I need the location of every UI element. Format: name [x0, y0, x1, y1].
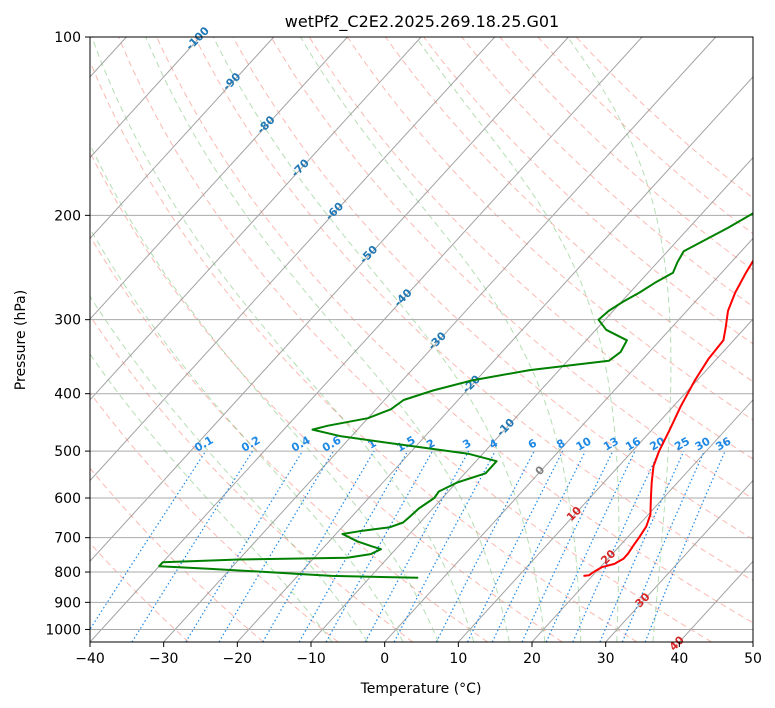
axes: −40 −30 −20 −10 0 10 20 30 40 50 100 200 300 400 500 60…: [45, 30, 762, 667]
mixing-ratio-line: [262, 450, 375, 642]
x-tick-label: 30: [597, 651, 615, 667]
y-tick-label: 800: [54, 565, 81, 581]
mixing-ratio-line: [364, 450, 470, 642]
dry-adiabat: [194, 37, 753, 582]
x-tick-label: −40: [75, 651, 105, 667]
moist-adiabat: [90, 295, 369, 642]
dry-adiabat: [118, 37, 712, 642]
dry-adiabat: [575, 37, 753, 199]
dry-adiabat: [156, 37, 753, 624]
mixing-ratio-line: [131, 450, 254, 642]
mixing-ratio-line: [621, 450, 705, 642]
mixing-ratio-line: [644, 450, 726, 642]
dry-adiabat: [90, 60, 638, 642]
dry-adiabat: [90, 314, 414, 642]
x-tick-label: 0: [380, 651, 389, 667]
isotherm-line: [90, 37, 201, 159]
mixing-ratio-line: [298, 450, 409, 642]
dry-adiabat: [90, 391, 339, 642]
isotherm-line: [236, 76, 753, 642]
background-lines: [90, 37, 753, 642]
plot-area: [90, 37, 753, 642]
isotherm-line: [384, 237, 753, 642]
dry-adiabat: [537, 37, 753, 235]
y-tick-label: 700: [54, 531, 81, 547]
profile-lines: [158, 212, 753, 579]
x-tick-label: 40: [670, 651, 688, 667]
dewpoint-profile-line: [158, 212, 753, 579]
y-axis-title: Pressure (hPa): [13, 290, 29, 390]
isotherm-line: [90, 37, 422, 401]
moist-adiabat: [212, 37, 546, 642]
mixing-ratio-line: [185, 450, 304, 642]
x-tick-label: −30: [149, 651, 179, 667]
isotherm-line: [163, 37, 717, 642]
chart-title: wetPf2_C2E2.2025.269.18.25.G01: [285, 12, 559, 32]
isotherm-line: [605, 479, 753, 642]
isotherm-line: [531, 399, 753, 642]
moist-adiabat: [415, 37, 620, 642]
dry-adiabat: [385, 37, 753, 383]
y-tick-label: 1000: [45, 622, 81, 638]
isotherm-line: [90, 37, 275, 240]
isotherm-line: [90, 37, 643, 642]
temperature-profile-line: [583, 259, 753, 577]
moist-adiabat: [90, 143, 439, 642]
x-tick-label: 20: [523, 651, 541, 667]
y-tick-label: 900: [54, 595, 81, 611]
x-tick-label: 50: [744, 651, 762, 667]
x-axis-title: Temperature (°C): [360, 681, 482, 697]
x-tick-label: −10: [296, 651, 326, 667]
y-tick-label: 600: [54, 491, 81, 507]
isotherm-line: [90, 37, 348, 320]
dry-adiabat: [346, 37, 753, 421]
moist-adiabat: [300, 37, 582, 642]
dry-adiabat: [232, 37, 753, 540]
y-tick-label: 200: [54, 208, 81, 224]
isotherm-line: [90, 37, 569, 563]
isotherm-line: [457, 318, 753, 642]
y-tick-label: 500: [54, 444, 81, 460]
moist-adiabat: [91, 37, 475, 642]
mixing-ratio-line: [218, 450, 334, 642]
mixing-ratio-line: [325, 450, 434, 642]
moist-adiabat: [90, 227, 404, 642]
y-tick-label: 400: [54, 387, 81, 403]
moist-adiabat: [145, 37, 510, 642]
y-tick-label: 100: [54, 30, 81, 46]
mixing-ratio-line: [545, 450, 636, 642]
y-tick-label: 300: [54, 313, 81, 329]
mixing-ratio-line: [521, 450, 614, 642]
plot-frame: [89, 36, 754, 643]
dry-adiabat: [423, 37, 753, 345]
isotherm-line: [310, 156, 753, 642]
x-tick-label: 10: [449, 651, 467, 667]
dry-adiabat: [90, 151, 563, 642]
mixing-ratio-line: [572, 450, 660, 642]
moist-adiabat: [90, 353, 333, 642]
x-tick-label: −20: [223, 651, 253, 667]
moist-adiabat: [567, 37, 672, 642]
isotherm-line: [90, 37, 496, 482]
mixing-ratio-line: [491, 450, 586, 642]
